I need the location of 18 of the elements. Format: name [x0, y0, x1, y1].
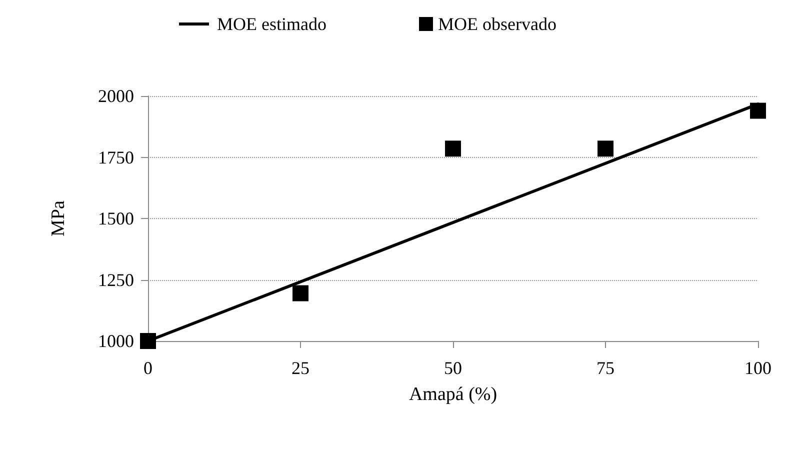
- x-tick-label: 75: [596, 358, 614, 378]
- x-tick-label: 25: [292, 358, 310, 378]
- point: [598, 140, 614, 157]
- y-axis-title: MPa: [48, 200, 69, 236]
- y-tick-label: 1250: [98, 270, 134, 290]
- y-tick-label: 1000: [98, 331, 134, 351]
- y-tick-label: 1750: [98, 147, 134, 168]
- x-tick-label: 0: [144, 358, 152, 378]
- point: [445, 140, 461, 157]
- x-tick-label: 100: [744, 358, 772, 378]
- x-tick-label: 50: [444, 358, 462, 378]
- point: [292, 285, 308, 302]
- legend-label: MOE estimado: [217, 14, 326, 34]
- y-tick-label: 2000: [98, 86, 134, 106]
- y-tick-label: 1500: [98, 208, 134, 228]
- point: [140, 333, 156, 349]
- x-axis-title: Amapá (%): [408, 384, 498, 405]
- legend-label: MOE observado: [438, 14, 556, 34]
